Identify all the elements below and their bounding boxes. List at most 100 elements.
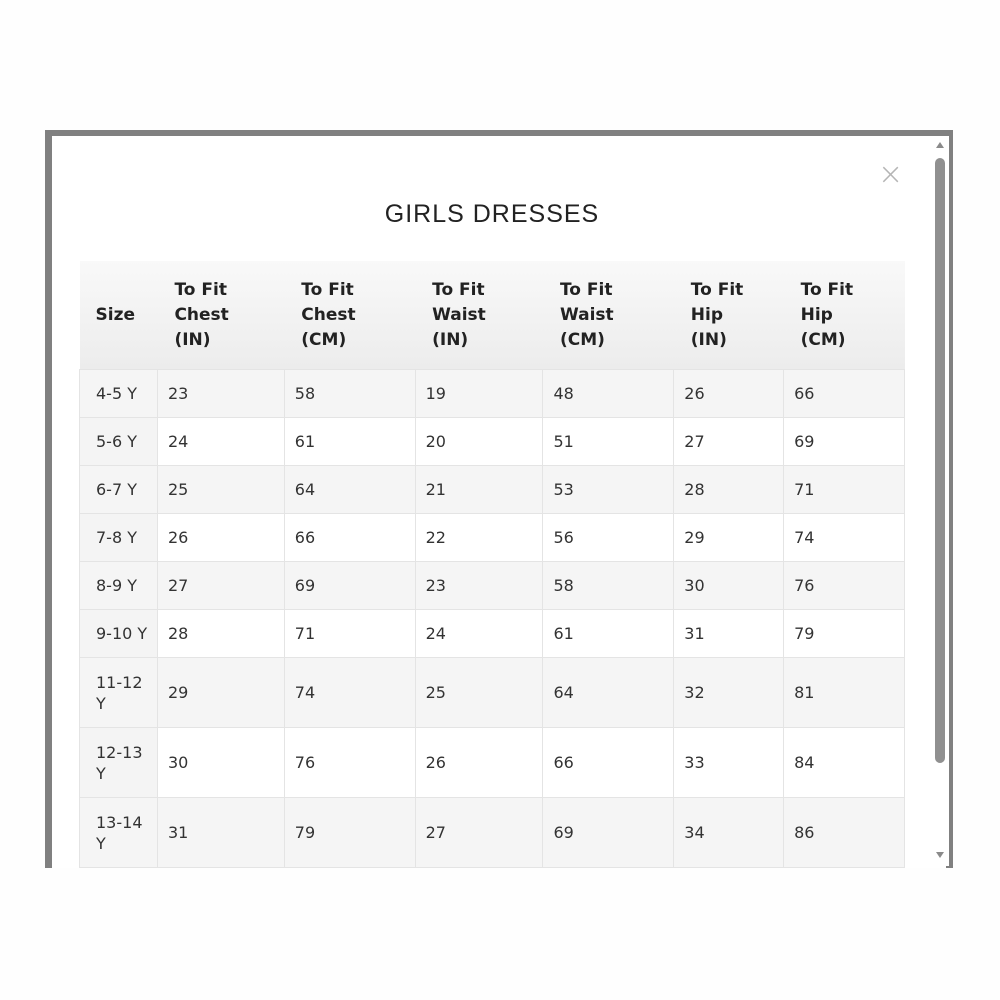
column-header-line: (CM) xyxy=(301,329,347,350)
table-row: 9-10 Y 28 71 24 61 31 79 xyxy=(79,609,905,658)
measurement-cell: 48 xyxy=(542,369,675,418)
measurement-cell: 74 xyxy=(283,657,416,728)
column-header-line: To Fit xyxy=(174,279,227,300)
measurement-cell: 69 xyxy=(783,417,905,466)
measurement-cell: 25 xyxy=(414,657,544,728)
table-row: 11-12 Y 29 74 25 64 32 81 xyxy=(79,657,905,728)
column-header-line: To Fit xyxy=(559,279,613,300)
measurement-cell: 31 xyxy=(673,609,785,658)
scroll-down-arrow-icon[interactable] xyxy=(936,852,944,858)
column-header-line: (IN) xyxy=(690,329,727,350)
measurement-cell: 28 xyxy=(673,465,785,514)
measurement-cell: 26 xyxy=(414,727,544,798)
measurement-cell: 76 xyxy=(283,727,416,798)
measurement-cell: 64 xyxy=(283,465,416,514)
column-header: To Fit Chest (CM) xyxy=(284,261,416,370)
size-chart-table: Size To Fit Chest (IN) To Fit Chest (CM) To Fit… xyxy=(79,261,905,868)
table-row: 5-6 Y 24 61 20 51 27 69 xyxy=(79,417,905,466)
measurement-cell: 21 xyxy=(414,465,544,514)
measurement-cell: 81 xyxy=(783,657,905,728)
modal-title: GIRLS DRESSES xyxy=(384,200,600,228)
measurement-cell: 56 xyxy=(542,513,675,562)
measurement-cell: 22 xyxy=(414,513,544,562)
column-header-line: Size xyxy=(95,304,136,325)
measurement-cell: 66 xyxy=(542,727,675,798)
column-header: To Fit Hip (IN) xyxy=(673,261,784,370)
measurement-cell: 58 xyxy=(542,561,675,610)
column-header-line: Chest xyxy=(174,304,229,325)
size-cell: 9-10 Y xyxy=(79,609,158,658)
measurement-cell: 51 xyxy=(542,417,675,466)
size-chart-modal-frame: × GIRLS DRESSES Size To Fit Chest (IN) To Fi… xyxy=(45,130,953,868)
measurement-cell: 24 xyxy=(414,609,544,658)
measurement-cell: 69 xyxy=(283,561,416,610)
measurement-cell: 28 xyxy=(156,609,285,658)
measurement-cell: 32 xyxy=(673,657,785,728)
column-header-line: Hip xyxy=(690,304,724,325)
measurement-cell: 79 xyxy=(783,609,905,658)
measurement-cell: 23 xyxy=(414,561,544,610)
measurement-cell: 58 xyxy=(283,369,416,418)
measurement-cell: 27 xyxy=(414,797,544,868)
measurement-cell: 71 xyxy=(283,609,416,658)
measurement-cell: 25 xyxy=(156,465,285,514)
measurement-cell: 20 xyxy=(414,417,544,466)
scrollbar-thumb[interactable] xyxy=(935,158,945,763)
measurement-cell: 61 xyxy=(542,609,675,658)
column-header-line: (CM) xyxy=(800,329,846,350)
measurement-cell: 19 xyxy=(414,369,544,418)
table-row: 8-9 Y 27 69 23 58 30 76 xyxy=(79,561,905,610)
measurement-cell: 26 xyxy=(673,369,785,418)
table-header-row: Size To Fit Chest (IN) To Fit Chest (CM) To Fit… xyxy=(79,261,905,370)
size-cell: 8-9 Y xyxy=(79,561,158,610)
size-cell: 13-14 Y xyxy=(79,797,158,868)
scrollbar[interactable] xyxy=(933,136,949,866)
measurement-cell: 66 xyxy=(783,369,905,418)
measurement-cell: 71 xyxy=(783,465,905,514)
measurement-cell: 26 xyxy=(156,513,285,562)
table-row: 12-13 Y 30 76 26 66 33 84 xyxy=(79,727,905,798)
column-header-line: (IN) xyxy=(174,329,211,350)
measurement-cell: 84 xyxy=(783,727,905,798)
size-cell: 6-7 Y xyxy=(79,465,158,514)
measurement-cell: 27 xyxy=(156,561,285,610)
size-cell: 5-6 Y xyxy=(79,417,158,466)
column-header: To Fit Waist (IN) xyxy=(415,261,543,370)
column-header: To Fit Chest (IN) xyxy=(157,261,285,370)
column-header: To Fit Hip (CM) xyxy=(783,261,905,370)
size-cell: 4-5 Y xyxy=(79,369,158,418)
size-chart-modal: × GIRLS DRESSES Size To Fit Chest (IN) To Fi… xyxy=(52,136,946,868)
column-header-line: (IN) xyxy=(432,329,469,350)
column-header: Size xyxy=(79,261,158,370)
measurement-cell: 34 xyxy=(673,797,785,868)
table-row: 13-14 Y 31 79 27 69 34 86 xyxy=(79,797,905,868)
table-row: 6-7 Y 25 64 21 53 28 71 xyxy=(79,465,905,514)
size-cell: 7-8 Y xyxy=(79,513,158,562)
measurement-cell: 23 xyxy=(156,369,285,418)
measurement-cell: 74 xyxy=(783,513,905,562)
close-icon[interactable]: × xyxy=(878,157,904,192)
measurement-cell: 66 xyxy=(283,513,416,562)
measurement-cell: 61 xyxy=(283,417,416,466)
column-header-line: To Fit xyxy=(690,279,744,300)
measurement-cell: 30 xyxy=(673,561,785,610)
column-header-line: To Fit xyxy=(800,279,854,300)
measurement-cell: 76 xyxy=(783,561,905,610)
column-header-line: Hip xyxy=(800,304,833,325)
measurement-cell: 29 xyxy=(156,657,285,728)
measurement-cell: 29 xyxy=(673,513,785,562)
measurement-cell: 69 xyxy=(542,797,675,868)
column-header-line: Waist xyxy=(559,304,614,325)
column-header-line: (CM) xyxy=(559,329,605,350)
column-header-line: Chest xyxy=(301,304,356,325)
scroll-up-arrow-icon[interactable] xyxy=(936,142,944,148)
measurement-cell: 86 xyxy=(783,797,905,868)
column-header-line: To Fit xyxy=(432,279,485,300)
measurement-cell: 53 xyxy=(542,465,675,514)
column-header-line: To Fit xyxy=(301,279,354,300)
column-header: To Fit Waist (CM) xyxy=(542,261,674,370)
table-row: 4-5 Y 23 58 19 48 26 66 xyxy=(79,369,905,418)
table-row: 7-8 Y 26 66 22 56 29 74 xyxy=(79,513,905,562)
measurement-cell: 79 xyxy=(283,797,416,868)
measurement-cell: 30 xyxy=(156,727,285,798)
